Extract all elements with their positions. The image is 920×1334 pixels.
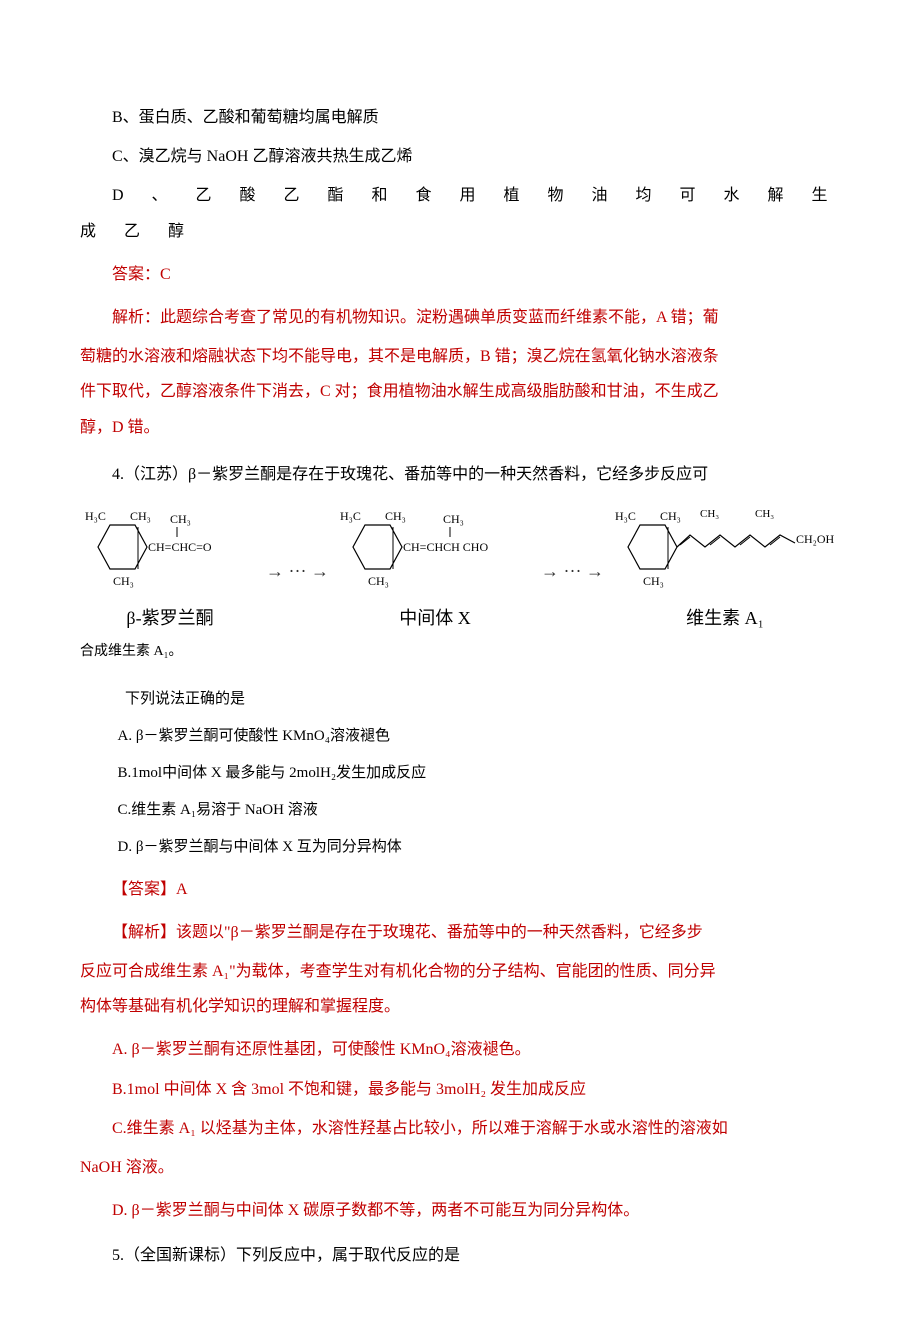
svg-text:CH=CHCH CHO: CH=CHCH CHO — [403, 540, 488, 554]
answer-4-value: A — [176, 881, 188, 898]
analysis-4-p1a-text: 该题以"β－紫罗兰酮是存在于玫瑰花、番茄等中的一种天然香料，它经多步 — [176, 924, 703, 941]
analysis-4-p2: A. β－紫罗兰酮有还原性基团，可使酸性 KMnO₄溶液褪色。 — [80, 1032, 840, 1067]
option-b: B、蛋白质、乙酸和葡萄糖均属电解质 — [80, 100, 840, 135]
molecule-vitamin-a1: H₃C CH₃ CH₃ CH₃ CH₂OH CH₃ 维生素 A₁ — [610, 505, 840, 639]
svg-text:CH=CHC=O: CH=CHC=O — [148, 540, 212, 554]
arrow-2: → ··· → — [541, 552, 604, 592]
analysis-3-line2: 萄糖的水溶液和熔融状态下均不能导电，其不是电解质，B 错；溴乙烷在氢氧化钠水溶液… — [80, 339, 840, 374]
svg-text:CH₃: CH₃ — [368, 574, 389, 588]
mol2-label: 中间体 X — [399, 599, 471, 639]
analysis-3-line3: 件下取代，乙醇溶液条件下消去，C 对；食用植物油水解生成高级脂肪酸和甘油，不生成… — [80, 374, 840, 409]
svg-text:CH₃: CH₃ — [700, 508, 719, 520]
q4-option-c: C.维生素 A₁易溶于 NaOH 溶液 — [80, 794, 840, 827]
svg-text:CH₃: CH₃ — [170, 512, 191, 526]
molecule-intermediate-x: H₃C CH₃ CH₃ CH=CHCH CHO CH₃ 中间体 X — [335, 505, 535, 639]
analysis-4-p1c: 构体等基础有机化学知识的理解和掌握程度。 — [80, 989, 840, 1024]
analysis-4-p1b: 反应可合成维生素 A₁"为载体，考查学生对有机化合物的分子结构、官能团的性质、同… — [80, 954, 840, 989]
q4-stem: 下列说法正确的是 — [80, 683, 840, 716]
q5-stem: 5.（全国新课标）下列反应中，属于取代反应的是 — [80, 1238, 840, 1273]
analysis-4-p4a: C.维生素 A₁ 以烃基为主体，水溶性羟基占比较小，所以难于溶解于水或水溶性的溶… — [80, 1111, 840, 1146]
svg-text:H₃C: H₃C — [615, 509, 636, 523]
svg-text:CH₃: CH₃ — [643, 574, 664, 588]
answer-4-bracket: 【答案】 — [112, 881, 176, 898]
analysis-4-p4b: NaOH 溶液。 — [80, 1150, 840, 1185]
mol1-svg: H₃C CH₃ CH₃ CH=CHC=O CH₃ — [80, 505, 260, 595]
q4-intro: 4.（江苏）β－紫罗兰酮是存在于玫瑰花、番茄等中的一种天然香料，它经多步反应可 — [80, 457, 840, 492]
q4-end: 合成维生素 A₁。 — [80, 637, 840, 668]
answer-3: 答案：C — [80, 257, 840, 292]
svg-text:CH₃: CH₃ — [113, 574, 134, 588]
svg-text:CH₃: CH₃ — [385, 509, 406, 523]
svg-text:CH₂OH: CH₂OH — [796, 532, 835, 546]
reaction-diagram: H₃C CH₃ CH₃ CH=CHC=O CH₃ β-紫罗兰酮 → ··· → … — [80, 512, 840, 632]
q4-option-a: A. β－紫罗兰酮可使酸性 KMnO₄溶液褪色 — [80, 720, 840, 753]
option-c: C、溴乙烷与 NaOH 乙醇溶液共热生成乙烯 — [80, 139, 840, 174]
svg-text:H₃C: H₃C — [85, 509, 106, 523]
mol1-label: β-紫罗兰酮 — [126, 599, 213, 639]
molecule-beta-ionone: H₃C CH₃ CH₃ CH=CHC=O CH₃ β-紫罗兰酮 — [80, 505, 260, 639]
analysis-4-p1a: 【解析】该题以"β－紫罗兰酮是存在于玫瑰花、番茄等中的一种天然香料，它经多步 — [80, 915, 840, 950]
analysis-4-p5: D. β－紫罗兰酮与中间体 X 碳原子数都不等，两者不可能互为同分异构体。 — [80, 1193, 840, 1228]
svg-text:CH₃: CH₃ — [660, 509, 681, 523]
svg-text:CH₃: CH₃ — [130, 509, 151, 523]
option-d: D 、 乙 酸 乙 酯 和 食 用 植 物 油 均 可 水 解 生 成 乙 醇 — [80, 178, 840, 248]
q4-option-d: D. β－紫罗兰酮与中间体 X 互为同分异构体 — [80, 831, 840, 864]
analysis-3-line1: 解析：此题综合考查了常见的有机物知识。淀粉遇碘单质变蓝而纤维素不能，A 错；葡 — [80, 300, 840, 335]
analysis-4-p3: B.1mol 中间体 X 含 3mol 不饱和键，最多能与 3molH₂ 发生加… — [80, 1072, 840, 1107]
answer-4: 【答案】A — [80, 872, 840, 907]
svg-text:H₃C: H₃C — [340, 509, 361, 523]
mol2-svg: H₃C CH₃ CH₃ CH=CHCH CHO CH₃ — [335, 505, 535, 595]
analysis-3-line4: 醇，D 错。 — [80, 410, 840, 445]
q4-option-b: B.1mol中间体 X 最多能与 2molH₂发生加成反应 — [80, 757, 840, 790]
analysis-4-bracket: 【解析】 — [112, 924, 176, 941]
mol3-svg: H₃C CH₃ CH₃ CH₃ CH₂OH CH₃ — [610, 505, 840, 595]
svg-text:CH₃: CH₃ — [755, 508, 774, 520]
arrow-1: → ··· → — [266, 552, 329, 592]
svg-text:CH₃: CH₃ — [443, 512, 464, 526]
mol3-label: 维生素 A₁ — [686, 599, 764, 639]
